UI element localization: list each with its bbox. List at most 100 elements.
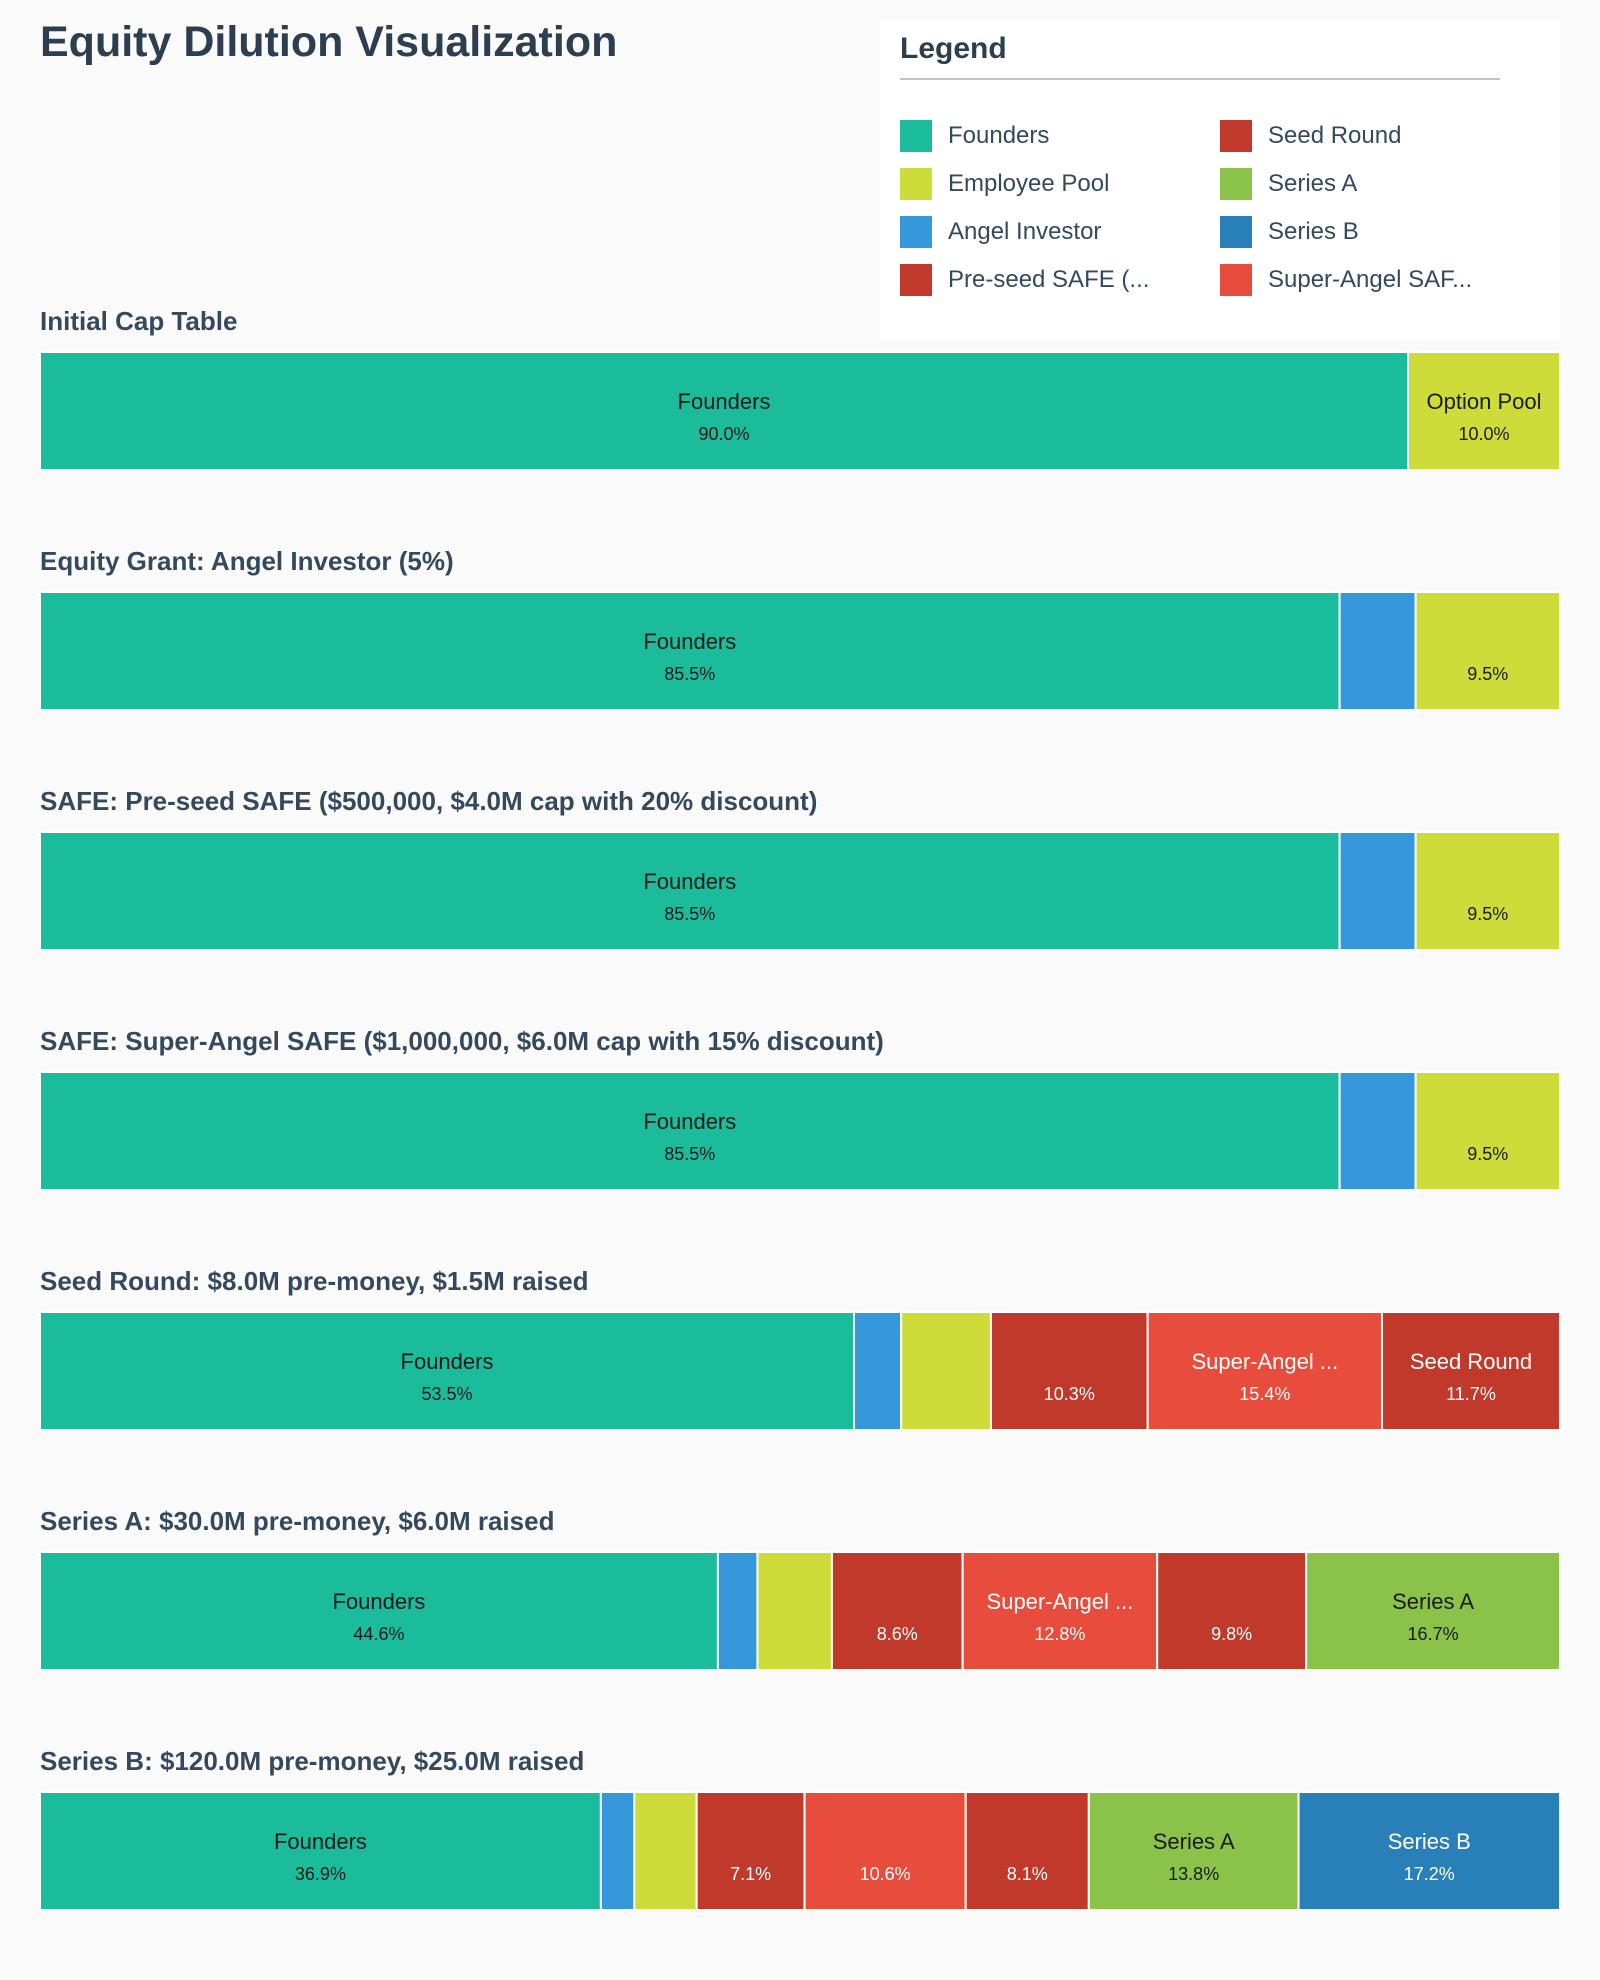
- bar-segment: [1338, 591, 1417, 711]
- segment-percent: 85.5%: [664, 904, 715, 924]
- stage-title: SAFE: Super-Angel SAFE ($1,000,000, $6.0…: [40, 1026, 884, 1056]
- segment-percent: 8.1%: [1007, 1864, 1048, 1884]
- bar-segment: [1380, 1311, 1561, 1431]
- segment-percent: 36.9%: [295, 1864, 346, 1884]
- segment-percent: 8.6%: [877, 1624, 918, 1644]
- segment-percent: 12.8%: [1034, 1624, 1085, 1644]
- segment-percent: 85.5%: [664, 664, 715, 684]
- segment-label: Founders: [643, 629, 736, 654]
- legend: Legend Founders Seed Round Employee Pool…: [880, 20, 1560, 340]
- bar-segment: [961, 1551, 1159, 1671]
- legend-title: Legend: [900, 32, 1007, 65]
- segment-percent: 11.7%: [1446, 1384, 1496, 1404]
- segment-percent: 16.7%: [1408, 1624, 1459, 1644]
- segment-percent: 15.4%: [1239, 1384, 1290, 1404]
- segment-label: Founders: [643, 869, 736, 894]
- legend-swatch: [1220, 216, 1252, 248]
- segment-percent: 9.5%: [1467, 1144, 1508, 1164]
- bar-segment: [1407, 351, 1561, 471]
- legend-divider: [900, 78, 1500, 80]
- segment-label: Series A: [1153, 1829, 1235, 1854]
- legend-item-series-b: Series B: [1220, 216, 1359, 248]
- segment-label: Founders: [332, 1589, 425, 1614]
- segment-label: Founders: [401, 1349, 494, 1374]
- segment-percent: 10.6%: [860, 1864, 911, 1884]
- legend-item-pre-seed-safe: Pre-seed SAFE (...: [900, 264, 1149, 296]
- legend-swatch: [1220, 264, 1252, 296]
- segment-percent: 17.2%: [1404, 1864, 1455, 1884]
- bar-segment: [1414, 831, 1561, 951]
- segment-label: Series A: [1392, 1589, 1474, 1614]
- bar-segment: [756, 1551, 833, 1671]
- legend-item-seed-round: Seed Round: [1220, 120, 1401, 152]
- bar-segment: [1156, 1551, 1308, 1671]
- legend-label: Series A: [1268, 170, 1358, 197]
- legend-swatch: [900, 168, 932, 200]
- bar-segment: [1414, 591, 1561, 711]
- legend-swatch: [900, 120, 932, 152]
- segment-label: Founders: [274, 1829, 367, 1854]
- legend-label: Founders: [948, 122, 1050, 149]
- segment-percent: 10.0%: [1458, 424, 1509, 444]
- stage-title: Initial Cap Table: [40, 306, 237, 336]
- legend-label: Seed Round: [1268, 122, 1402, 149]
- bar-segment: [39, 1071, 1341, 1191]
- bar-segment: [1305, 1551, 1562, 1671]
- bar-segment: [695, 1791, 806, 1911]
- segment-label: Series B: [1388, 1829, 1471, 1854]
- legend-label: Super-Angel SAF...: [1268, 266, 1473, 293]
- bar-segment: [39, 351, 1409, 471]
- legend-swatch: [1220, 168, 1252, 200]
- bar-segment: [599, 1791, 636, 1911]
- segment-label: Founders: [678, 389, 771, 414]
- bar-segment: [39, 1311, 856, 1431]
- bar-segment: [989, 1311, 1149, 1431]
- segment-label: Super-Angel ...: [987, 1589, 1134, 1614]
- bar-segment: [1414, 1071, 1561, 1191]
- bar-segment: [803, 1791, 967, 1911]
- bar-segment: [1338, 831, 1417, 951]
- segment-label: Seed Round: [1410, 1349, 1532, 1374]
- segment-label: Super-Angel ...: [1191, 1349, 1338, 1374]
- bar-segment: [1146, 1311, 1383, 1431]
- bar-segment: [1338, 1071, 1417, 1191]
- legend-label: Employee Pool: [948, 170, 1110, 197]
- segment-percent: 9.5%: [1467, 904, 1508, 924]
- legend-item-employee-pool: Employee Pool: [900, 168, 1109, 200]
- bar-segment: [716, 1551, 759, 1671]
- bar-segment: [900, 1311, 992, 1431]
- legend-swatch: [900, 216, 932, 248]
- legend-item-founders: Founders: [900, 120, 1049, 152]
- bar-segment: [39, 1551, 719, 1671]
- stage-title: Series B: $120.0M pre-money, $25.0M rais…: [40, 1746, 584, 1776]
- bar-segment: [1087, 1791, 1300, 1911]
- bar-segment: [1297, 1791, 1562, 1911]
- legend-item-angel-investor: Angel Investor: [900, 216, 1101, 248]
- segment-percent: 44.6%: [353, 1624, 404, 1644]
- segment-percent: 90.0%: [698, 424, 749, 444]
- stage-title: Seed Round: $8.0M pre-money, $1.5M raise…: [40, 1266, 589, 1296]
- segment-percent: 9.5%: [1467, 664, 1508, 684]
- bar-segment: [39, 831, 1341, 951]
- legend-label: Pre-seed SAFE (...: [948, 266, 1150, 293]
- legend-item-super-angel-safe: Super-Angel SAF...: [1220, 264, 1472, 296]
- stage-title: Series A: $30.0M pre-money, $6.0M raised: [40, 1506, 554, 1536]
- segment-label: Founders: [643, 1109, 736, 1134]
- bar-segment: [853, 1311, 903, 1431]
- stage-title: Equity Grant: Angel Investor (5%): [40, 546, 454, 576]
- legend-label: Angel Investor: [948, 218, 1102, 245]
- bar-segment: [633, 1791, 698, 1911]
- legend-swatch: [1220, 120, 1252, 152]
- page-title: Equity Dilution Visualization: [40, 18, 618, 66]
- segment-percent: 7.1%: [730, 1864, 771, 1884]
- bar-segment: [39, 591, 1341, 711]
- legend-label: Series B: [1268, 218, 1359, 245]
- segment-percent: 53.5%: [421, 1384, 472, 1404]
- segment-percent: 10.3%: [1044, 1384, 1095, 1404]
- legend-item-series-a: Series A: [1220, 168, 1357, 200]
- legend-swatch: [900, 264, 932, 296]
- segment-percent: 13.8%: [1168, 1864, 1219, 1884]
- segment-percent: 9.8%: [1211, 1624, 1252, 1644]
- bar-segment: [830, 1551, 964, 1671]
